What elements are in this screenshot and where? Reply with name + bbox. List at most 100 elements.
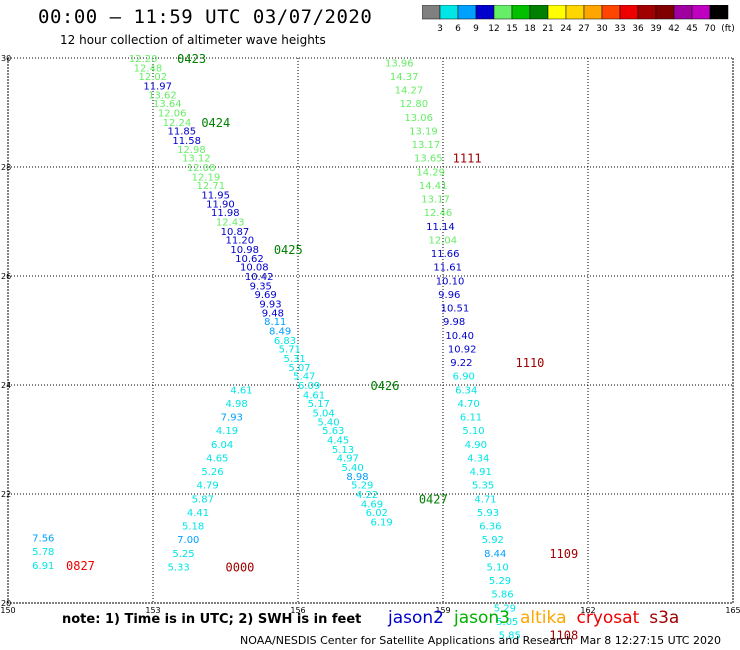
wave-height-value: 6.04 — [211, 440, 233, 451]
chart-subtitle: 12 hour collection of altimeter wave hei… — [60, 33, 326, 47]
wave-height-value: 5.29 — [489, 576, 511, 587]
wave-height-value: 12.71 — [197, 181, 226, 192]
axis-ticks: 150 153 156 159 162 165 20 22 24 26 28 30 — [0, 54, 740, 615]
wave-height-value: 4.19 — [216, 426, 238, 437]
scale-label: 45 — [686, 24, 697, 34]
scale-label: 18 — [524, 24, 536, 34]
y-tick-label: 22 — [1, 490, 11, 499]
wave-height-value: 6.90 — [453, 372, 475, 383]
wave-height-value: 4.65 — [206, 453, 228, 464]
x-tick-label: 165 — [725, 606, 740, 615]
chart-title: 00:00 – 11:59 UTC 03/07/2020 — [38, 6, 373, 28]
wave-height-value: 5.85 — [499, 631, 521, 642]
wave-height-value: 4.97 — [337, 453, 359, 464]
wave-height-value: 13.12 — [182, 154, 211, 165]
wave-height-value: 8.98 — [346, 472, 368, 483]
wave-height-value: 12.08 — [187, 163, 216, 174]
pass-time-label: 1109 — [549, 547, 578, 561]
wave-height-value: 4.45 — [327, 436, 349, 447]
wave-height-value: 8.11 — [264, 317, 286, 328]
wave-height-value: 5.35 — [472, 481, 494, 492]
pass-time-label: 0427 — [419, 492, 448, 506]
wave-height-value: 5.63 — [322, 426, 344, 437]
wave-height-value: 5.10 — [487, 562, 509, 573]
wave-height-value: 5.29 — [351, 481, 373, 492]
wave-height-value: 5.47 — [293, 372, 315, 383]
wave-height-value: 4.69 — [361, 499, 383, 510]
wave-height-value: 12.46 — [424, 208, 453, 219]
wave-height-value: 9.35 — [250, 281, 272, 292]
wave-height-value: 5.07 — [288, 363, 310, 374]
wave-height-value: 12.98 — [177, 145, 206, 156]
wave-height-value: 13.62 — [148, 91, 177, 102]
wave-height-value: 4.79 — [197, 481, 219, 492]
color-scale-legend: 3 6 9 12 15 18 21 24 27 30 33 36 39 42 45 70 (ft) — [422, 5, 734, 34]
wave-height-value: 11.95 — [201, 190, 230, 201]
scale-swatch — [709, 5, 729, 20]
wave-height-value: 12.02 — [139, 72, 168, 83]
wave-height-value: 12.48 — [134, 63, 163, 74]
wave-height-value: 4.71 — [474, 494, 496, 505]
scale-label: 39 — [650, 24, 662, 34]
wave-height-value: 5.71 — [279, 344, 301, 355]
wave-height-value: 5.25 — [172, 549, 194, 560]
wave-height-value: 6.91 — [32, 561, 54, 572]
wave-height-value: 11.85 — [168, 126, 197, 137]
pass-time-label: 0827 — [66, 559, 95, 573]
wave-height-value: 9.98 — [443, 317, 465, 328]
wave-height-value: 4.22 — [356, 490, 378, 501]
wave-height-value: 10.62 — [235, 254, 264, 265]
wave-height-value: 9.93 — [259, 299, 281, 310]
wave-height-value: 11.98 — [211, 208, 240, 219]
wave-height-value: 4.34 — [467, 453, 489, 464]
pass-time-label: 1110 — [516, 356, 545, 370]
wave-height-value: 5.18 — [182, 522, 204, 533]
generation-date: Mar 8 12:27:15 UTC 2020 — [580, 634, 721, 647]
wave-height-value: 5.78 — [32, 547, 54, 558]
wave-height-value: 9.96 — [438, 290, 460, 301]
wave-height-value: 5.04 — [313, 408, 335, 419]
credit-text: NOAA/NESDIS Center for Satellite Applica… — [240, 634, 574, 647]
y-tick-label: 20 — [1, 599, 11, 608]
wave-height-value: 10.98 — [230, 245, 259, 256]
wave-height-value: 5.92 — [482, 535, 504, 546]
wave-height-value: 6.34 — [455, 385, 477, 396]
wave-height-value: 10.10 — [436, 276, 465, 287]
satellite-legend: jason2 jason3 altika cryosat s3a — [388, 608, 689, 628]
grid-lines — [7, 57, 734, 604]
wave-height-value: 5.26 — [201, 467, 223, 478]
scale-label: (ft) — [721, 24, 734, 34]
scale-label: 15 — [506, 24, 517, 34]
wave-height-value: 11.90 — [206, 200, 235, 211]
wave-height-value: 10.42 — [245, 272, 274, 283]
wave-height-value: 9.69 — [255, 290, 277, 301]
x-tick-label: 162 — [580, 606, 595, 615]
y-tick-label: 28 — [1, 163, 11, 172]
pass-time-label: 1111 — [453, 152, 482, 166]
satellite-jason2: jason2 — [388, 608, 444, 628]
pass-time-labels: 0423 0424 0425 0426 0427 1111 1110 1109 1108 0827… — [66, 52, 578, 643]
footer-note: note: 1) Time is in UTC; 2) SWH is in fe… — [62, 612, 362, 627]
x-tick-label: 159 — [435, 606, 450, 615]
wave-height-value: 4.61 — [230, 385, 252, 396]
scale-label: 36 — [632, 24, 644, 34]
scale-label: 27 — [578, 24, 589, 34]
wave-height-value: 7.00 — [177, 535, 199, 546]
wave-height-value: 5.10 — [462, 426, 484, 437]
wave-height-value: 10.08 — [240, 263, 269, 274]
wave-height-value: 11.58 — [172, 136, 201, 147]
wave-height-value: 12.43 — [216, 218, 245, 229]
wave-height-value: 9.48 — [262, 309, 284, 320]
wave-height-value: 5.05 — [496, 617, 518, 628]
scale-label: 70 — [704, 24, 716, 34]
wave-height-value: 11.20 — [226, 235, 255, 246]
y-tick-label: 30 — [1, 54, 11, 63]
wave-height-value: 10.92 — [448, 344, 477, 355]
wave-height-value: 14.41 — [419, 181, 448, 192]
wave-height-value: 10.87 — [221, 227, 250, 238]
y-tick-label: 24 — [1, 381, 11, 390]
wave-height-value: 6.09 — [298, 381, 320, 392]
wave-height-value: 5.29 — [494, 603, 516, 614]
wave-height-value: 5.93 — [477, 508, 499, 519]
wave-height-value: 5.31 — [284, 354, 306, 365]
